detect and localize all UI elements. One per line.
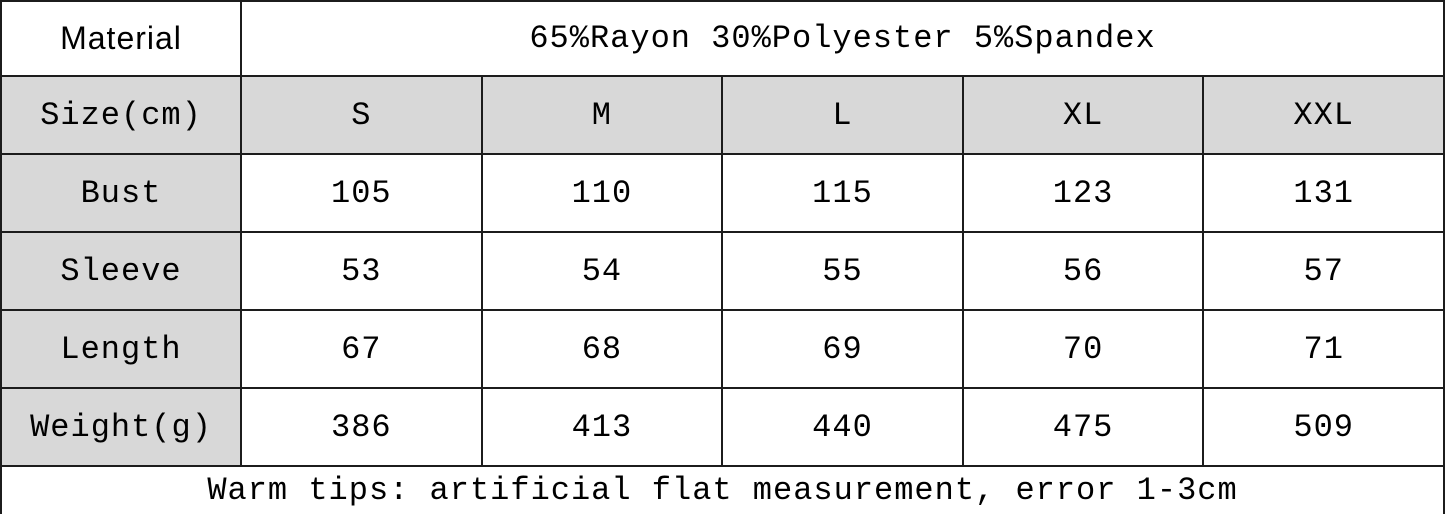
size-column-xl: XL [961,75,1205,155]
sleeve-label: Sleeve [0,231,242,311]
footer-row: Warm tips: artificial flat measurement, … [0,465,1445,514]
material-value: 65%Rayon 30%Polyester 5%Spandex [240,0,1445,77]
sleeve-value-l: 55 [721,231,964,311]
sleeve-value-xl: 56 [961,231,1205,311]
sleeve-value-s: 53 [240,231,483,311]
size-header-label: Size(cm) [0,75,242,155]
weight-label: Weight(g) [0,387,242,467]
sleeve-row: Sleeve 53 54 55 56 57 [0,231,1445,311]
footer-note: Warm tips: artificial flat measurement, … [0,465,1445,514]
sleeve-value-m: 54 [480,231,724,311]
weight-value-s: 386 [240,387,483,467]
size-column-s: S [240,75,483,155]
weight-value-l: 440 [721,387,964,467]
bust-row: Bust 105 110 115 123 131 [0,153,1445,233]
bust-value-xl: 123 [961,153,1205,233]
length-label: Length [0,309,242,389]
length-value-xxl: 71 [1202,309,1445,389]
bust-value-s: 105 [240,153,483,233]
length-value-l: 69 [721,309,964,389]
material-row: Material 65%Rayon 30%Polyester 5%Spandex [0,0,1445,77]
size-column-m: M [480,75,724,155]
bust-value-xxl: 131 [1202,153,1445,233]
material-label: Material [0,0,242,77]
length-value-s: 67 [240,309,483,389]
bust-label: Bust [0,153,242,233]
weight-row: Weight(g) 386 413 440 475 509 [0,387,1445,467]
sleeve-value-xxl: 57 [1202,231,1445,311]
bust-value-m: 110 [480,153,724,233]
bust-value-l: 115 [721,153,964,233]
weight-value-xl: 475 [961,387,1205,467]
length-value-m: 68 [480,309,724,389]
length-value-xl: 70 [961,309,1205,389]
size-column-l: L [721,75,964,155]
size-column-xxl: XXL [1202,75,1445,155]
size-header-row: Size(cm) S M L XL XXL [0,75,1445,155]
length-row: Length 67 68 69 70 71 [0,309,1445,389]
weight-value-m: 413 [480,387,724,467]
weight-value-xxl: 509 [1202,387,1445,467]
